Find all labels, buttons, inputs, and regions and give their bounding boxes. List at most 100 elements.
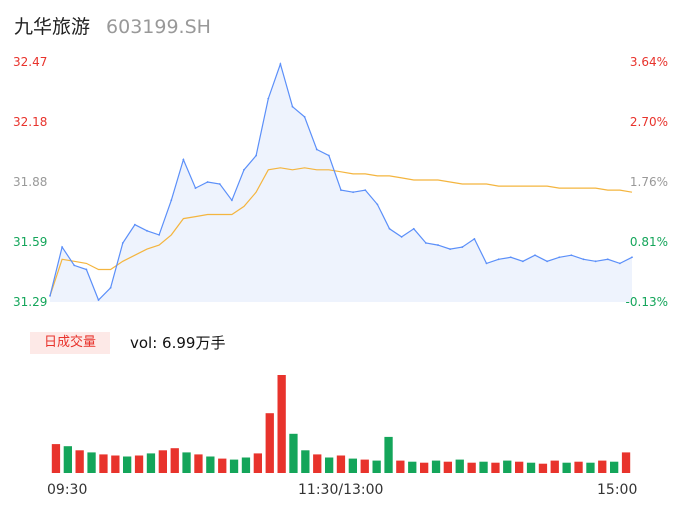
price-tick-label: 31.88	[13, 175, 48, 189]
price-point	[594, 260, 597, 263]
volume-bar	[526, 462, 536, 473]
volume-bar	[218, 458, 227, 473]
price-point	[618, 262, 621, 265]
volume-bar	[479, 461, 488, 473]
volume-bar	[408, 461, 417, 473]
price-point	[49, 294, 51, 297]
price-point	[327, 154, 330, 157]
volume-bar	[431, 460, 441, 473]
price-point	[340, 189, 342, 192]
volume-bar	[277, 375, 286, 473]
stock-code: 603199.SH	[106, 16, 211, 38]
price-point	[376, 203, 379, 206]
price-point	[218, 183, 221, 185]
volume-bar	[610, 461, 619, 473]
volume-bar	[229, 459, 239, 473]
price-point	[194, 187, 197, 190]
price-point	[364, 189, 367, 192]
price-point	[279, 63, 282, 65]
price-point	[255, 154, 258, 157]
pct-tick-label: -0.13%	[625, 295, 668, 309]
volume-bar	[538, 463, 548, 473]
price-point	[606, 258, 609, 261]
price-tick-label: 31.29	[13, 295, 48, 309]
time-tick-label: 15:00	[597, 482, 638, 498]
volume-bar	[301, 450, 310, 473]
volume-bar	[455, 459, 464, 473]
volume-bar	[550, 460, 559, 473]
volume-bar	[372, 460, 381, 473]
price-point	[352, 191, 355, 194]
volume-tag: 日成交量	[30, 332, 110, 354]
pct-tick-label: 1.76%	[629, 175, 668, 189]
stock-header: 九华旅游 603199.SH	[14, 12, 211, 40]
price-point	[534, 254, 536, 257]
volume-bar	[170, 448, 179, 473]
price-point	[388, 227, 391, 230]
volume-bar	[241, 457, 251, 473]
volume-bar	[360, 459, 369, 473]
price-point	[546, 260, 549, 263]
price-tick-label: 32.18	[13, 115, 48, 129]
price-point	[291, 105, 294, 108]
volume-bar	[75, 450, 84, 473]
price-point	[424, 242, 427, 244]
stock-name: 九华旅游	[14, 16, 91, 38]
volume-bar	[384, 436, 393, 473]
volume-bar	[253, 453, 262, 473]
volume-bar	[491, 462, 500, 473]
volume-bar	[265, 413, 274, 473]
price-point	[497, 258, 500, 261]
time-tick-label: 09:30	[47, 482, 88, 498]
volume-bar	[99, 454, 108, 473]
price-point	[97, 299, 100, 301]
price-point	[303, 116, 306, 118]
volume-bar	[51, 444, 61, 473]
price-point	[158, 233, 161, 236]
volume-value: vol: 6.99万手	[130, 334, 226, 352]
pct-tick-label: 0.81%	[629, 235, 668, 249]
volume-bar	[87, 452, 96, 473]
volume-bar	[289, 433, 298, 473]
volume-bar	[123, 456, 132, 473]
price-point	[206, 181, 209, 183]
time-tick-label: 11:30/13:00	[298, 482, 384, 498]
volume-bar	[420, 462, 429, 473]
average-price-line	[49, 167, 633, 297]
price-point	[315, 148, 318, 151]
price-point	[85, 268, 88, 271]
price-point	[558, 256, 561, 259]
volume-bar	[562, 462, 571, 473]
volume-bar	[598, 460, 607, 473]
volume-bar	[206, 456, 215, 473]
price-point	[182, 158, 185, 161]
volume-bar	[111, 455, 120, 473]
price-tick-label: 32.47	[13, 55, 48, 69]
volume-bar	[134, 455, 144, 473]
volume-bar	[348, 458, 357, 473]
volume-bar	[503, 460, 512, 473]
price-point	[631, 256, 633, 259]
volume-bar	[336, 455, 346, 473]
pct-tick-label: 3.64%	[629, 55, 668, 69]
volume-bar	[574, 461, 583, 473]
volume-bar	[182, 452, 191, 473]
price-point	[146, 229, 148, 232]
volume-bar	[443, 461, 452, 473]
price-point	[509, 256, 512, 259]
price-point	[400, 236, 403, 238]
price-point	[521, 260, 524, 263]
price-tick-label: 31.59	[13, 235, 48, 249]
price-point	[582, 258, 585, 261]
volume-bar	[515, 461, 524, 473]
price-point	[243, 168, 245, 171]
price-point	[61, 246, 64, 248]
volume-bar	[63, 446, 72, 473]
price-point	[121, 242, 124, 244]
price-area	[50, 64, 632, 302]
volume-bar	[158, 450, 167, 473]
volume-bar	[396, 460, 405, 473]
volume-bar	[621, 452, 631, 473]
pct-tick-label: 2.70%	[629, 115, 668, 129]
